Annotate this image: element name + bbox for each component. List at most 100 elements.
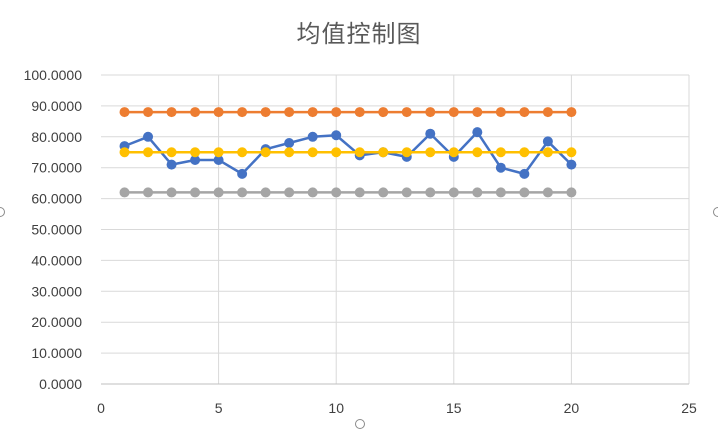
data-point[interactable] [213, 107, 224, 118]
data-point[interactable] [213, 154, 224, 165]
y-tick-label: 70.0000 [31, 160, 82, 176]
data-point[interactable] [260, 107, 271, 118]
data-point[interactable] [542, 187, 553, 198]
data-point[interactable] [354, 147, 365, 158]
data-point[interactable] [354, 187, 365, 198]
data-point[interactable] [331, 187, 342, 198]
data-point[interactable] [307, 107, 318, 118]
chart-title: 均值控制图 [296, 20, 422, 48]
series-layer [119, 107, 577, 198]
data-point[interactable] [307, 187, 318, 198]
y-tick-label: 40.0000 [31, 252, 82, 268]
data-point[interactable] [190, 147, 201, 158]
data-point[interactable] [284, 107, 295, 118]
data-point[interactable] [143, 187, 154, 198]
data-point[interactable] [566, 159, 577, 170]
y-tick-label: 80.0000 [31, 129, 82, 145]
data-point[interactable] [495, 187, 506, 198]
y-tick-label: 100.0000 [24, 67, 83, 83]
x-tick-label: 10 [328, 400, 344, 416]
data-point[interactable] [143, 107, 154, 118]
data-point[interactable] [284, 187, 295, 198]
data-point[interactable] [143, 131, 154, 142]
y-tick-label: 20.0000 [31, 314, 82, 330]
y-tick-label: 50.0000 [31, 222, 82, 238]
data-point[interactable] [472, 127, 483, 138]
data-point[interactable] [401, 107, 412, 118]
y-tick-label: 30.0000 [31, 283, 82, 299]
data-point[interactable] [378, 107, 389, 118]
data-point[interactable] [166, 107, 177, 118]
data-point[interactable] [472, 187, 483, 198]
data-point[interactable] [260, 187, 271, 198]
data-point[interactable] [166, 159, 177, 170]
data-point[interactable] [448, 147, 459, 158]
data-point[interactable] [448, 187, 459, 198]
data-point[interactable] [119, 147, 130, 158]
data-point[interactable] [213, 147, 224, 158]
data-point[interactable] [448, 107, 459, 118]
data-point[interactable] [166, 187, 177, 198]
axes: 0.0000 10.0000 20.0000 30.0000 40.0000 50.000… [24, 67, 697, 416]
data-point[interactable] [495, 147, 506, 158]
x-tick-label: 0 [97, 400, 105, 416]
data-point[interactable] [354, 107, 365, 118]
data-point[interactable] [519, 147, 530, 158]
x-tick-label: 15 [446, 400, 462, 416]
data-point[interactable] [401, 187, 412, 198]
data-point[interactable] [542, 136, 553, 147]
data-point[interactable] [378, 187, 389, 198]
data-point[interactable] [472, 147, 483, 158]
data-point[interactable] [143, 147, 154, 158]
data-point[interactable] [237, 168, 248, 179]
data-point[interactable] [307, 147, 318, 158]
series-2 [119, 107, 577, 118]
data-point[interactable] [425, 147, 436, 158]
data-point[interactable] [119, 107, 130, 118]
data-point[interactable] [519, 168, 530, 179]
data-point[interactable] [495, 162, 506, 173]
x-tick-label: 5 [215, 400, 223, 416]
y-tick-label: 10.0000 [31, 345, 82, 361]
data-point[interactable] [425, 187, 436, 198]
data-point[interactable] [237, 147, 248, 158]
series-3 [119, 187, 577, 198]
x-tick-label: 25 [681, 400, 697, 416]
data-point[interactable] [519, 187, 530, 198]
data-point[interactable] [331, 130, 342, 141]
data-point[interactable] [566, 107, 577, 118]
data-point[interactable] [495, 107, 506, 118]
y-tick-label: 90.0000 [31, 98, 82, 114]
y-tick-label: 60.0000 [31, 191, 82, 207]
series-4 [119, 147, 577, 158]
data-point[interactable] [190, 154, 201, 165]
data-point[interactable] [307, 131, 318, 142]
data-point[interactable] [284, 147, 295, 158]
data-point[interactable] [331, 107, 342, 118]
data-point[interactable] [331, 147, 342, 158]
data-point[interactable] [237, 107, 248, 118]
data-point[interactable] [213, 187, 224, 198]
data-point[interactable] [542, 147, 553, 158]
data-point[interactable] [119, 187, 130, 198]
y-tick-label: 0.0000 [39, 376, 82, 392]
data-point[interactable] [566, 147, 577, 158]
data-point[interactable] [378, 147, 389, 158]
resize-handle-right[interactable] [713, 207, 718, 217]
data-point[interactable] [166, 147, 177, 158]
data-point[interactable] [472, 107, 483, 118]
data-point[interactable] [401, 147, 412, 158]
x-tick-label: 20 [564, 400, 580, 416]
data-point[interactable] [566, 187, 577, 198]
data-point[interactable] [190, 187, 201, 198]
data-point[interactable] [260, 147, 271, 158]
data-point[interactable] [542, 107, 553, 118]
data-point[interactable] [237, 187, 248, 198]
data-point[interactable] [519, 107, 530, 118]
data-point[interactable] [190, 107, 201, 118]
data-point[interactable] [425, 128, 436, 139]
data-point[interactable] [425, 107, 436, 118]
data-point[interactable] [284, 137, 295, 148]
